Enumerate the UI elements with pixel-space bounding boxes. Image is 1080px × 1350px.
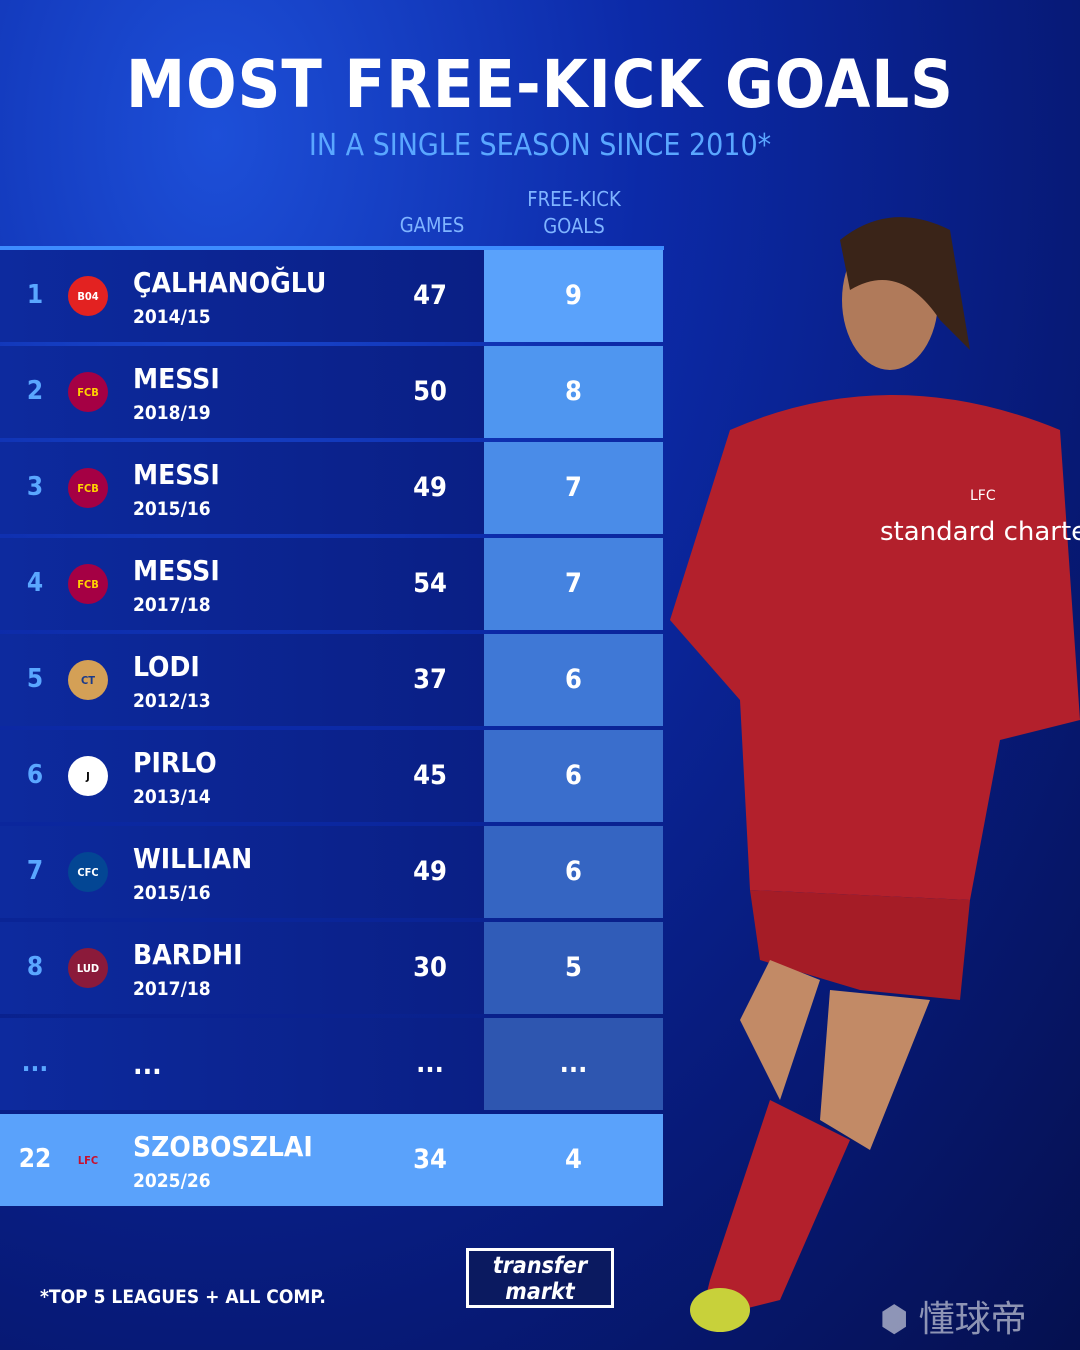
table-row: 4 FCB MESSI 2017/18 54 7 [0,538,664,630]
goals-cell [484,730,663,822]
footnote: *TOP 5 LEAGUES + ALL COMP. [40,1286,326,1308]
goals-cell [484,538,663,630]
goals-value: 6 [565,856,582,887]
rank: 7 [26,856,44,886]
player-name: LODI [133,650,200,683]
season: 2018/19 [133,402,211,424]
player-name: PIRLO [133,746,217,779]
catania-crest-icon: CT [68,660,108,700]
table-row: 3 FCB MESSI 2015/16 49 7 [0,442,664,534]
brand-line1: transfer [492,1253,588,1279]
season: 2014/15 [133,306,211,328]
goals-value: 8 [565,376,582,407]
games-value: 47 [413,280,447,311]
table-row: ... ... ... ... [0,1018,664,1110]
goals-cell [484,442,663,534]
goals-cell [484,1114,663,1206]
season: 2015/16 [133,882,211,904]
rank: 22 [18,1144,52,1174]
shirt-sponsor: standard chartered [880,517,1080,547]
goals-cell [484,634,663,726]
season: 2017/18 [133,978,211,1000]
row-background [0,1018,484,1110]
goals-value: 7 [565,568,582,599]
goals-header: FREE-KICK GOALS [527,187,621,238]
row-background [0,1114,484,1206]
table-row: 8 LUD BARDHI 2017/18 30 5 [0,922,664,1014]
goals-cell [484,826,663,918]
player-name: MESSI [133,458,220,491]
games-value: 45 [413,760,447,791]
rank: 8 [26,952,44,982]
season: 2015/16 [133,498,211,520]
chelsea-crest-icon: CFC [68,852,108,892]
rank: 2 [26,376,44,406]
table-row: 22 LFC SZOBOSZLAI 2025/26 34 4 [0,1114,664,1206]
rank: 1 [26,280,44,310]
table-row: 6 J PIRLO 2013/14 45 6 [0,730,664,822]
table-row: 1 B04 ÇALHANOĞLU 2014/15 47 9 [0,250,664,342]
player-name: BARDHI [133,938,243,971]
games-value: 50 [413,376,447,407]
header-divider [0,246,664,250]
rank: 5 [26,664,44,694]
player-name: WILLIAN [133,842,253,875]
transfermarkt-logo: transfer markt [466,1248,614,1308]
table-row: 2 FCB MESSI 2018/19 50 8 [0,346,664,438]
title: MOST FREE-KICK GOALS [126,46,954,123]
bayer-leverkusen-crest-icon: B04 [68,276,108,316]
table-row: 5 CT LODI 2012/13 37 6 [0,634,664,726]
rank: 3 [26,472,44,502]
goals-value: 4 [565,1144,582,1175]
player-name: MESSI [133,554,220,587]
games-value: 49 [413,856,447,887]
fc-barcelona-crest-icon: FCB [68,372,108,412]
season: 2013/14 [133,786,211,808]
player-name: ... [133,1048,162,1081]
games-value: 30 [413,952,447,983]
rank: 4 [26,568,44,598]
games-value: 54 [413,568,447,599]
juventus-crest-icon: J [68,756,108,796]
watermark-text: 懂球帝 [918,1299,1027,1340]
shirt-club: LFC [970,488,996,504]
goals-cell [484,1018,663,1110]
table-row: 7 CFC WILLIAN 2015/16 49 6 [0,826,664,918]
games-value: 34 [413,1144,447,1175]
player-name: SZOBOSZLAI [133,1130,313,1163]
goals-cell [484,922,663,1014]
brand-line2: markt [505,1279,575,1305]
player-photo: standard chartered LFC [670,217,1080,1332]
games-value: ... [416,1048,444,1079]
liverpool-crest-icon: LFC [77,1153,99,1167]
goals-value: 9 [565,280,582,311]
goals-value: 7 [565,472,582,503]
goals-value: 6 [565,664,582,695]
goals-cell [484,346,663,438]
goals-value: 6 [565,760,582,791]
player-name: MESSI [133,362,220,395]
games-header: GAMES [399,213,465,237]
season: 2025/26 [133,1170,211,1192]
season: 2017/18 [133,594,211,616]
games-value: 37 [413,664,447,695]
fc-barcelona-crest-icon: FCB [68,468,108,508]
levante-crest-icon: LUD [68,948,108,988]
rank: ... [21,1048,49,1078]
rank: 6 [26,760,44,790]
goals-value: ... [559,1048,588,1079]
watermark: ⬢ 懂球帝 [880,1290,1027,1342]
goals-cell [484,250,663,342]
fc-barcelona-crest-icon: FCB [68,564,108,604]
season: 2012/13 [133,690,211,712]
player-name: ÇALHANOĞLU [133,266,327,299]
subtitle: IN A SINGLE SEASON SINCE 2010* [308,128,772,163]
goals-value: 5 [565,952,582,983]
games-value: 49 [413,472,447,503]
watermark-logo-icon: ⬢ [880,1299,909,1340]
